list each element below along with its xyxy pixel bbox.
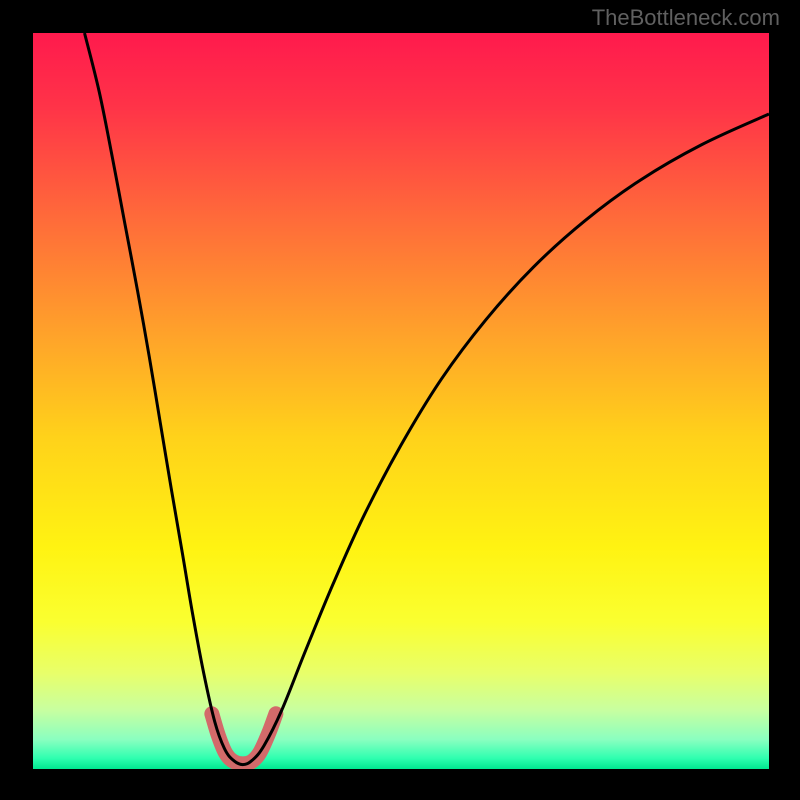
watermark-text: TheBottleneck.com (592, 5, 780, 31)
main-curve (85, 33, 769, 765)
plot-area (33, 33, 769, 769)
chart-svg (33, 33, 769, 769)
outer-frame: TheBottleneck.com (0, 0, 800, 800)
